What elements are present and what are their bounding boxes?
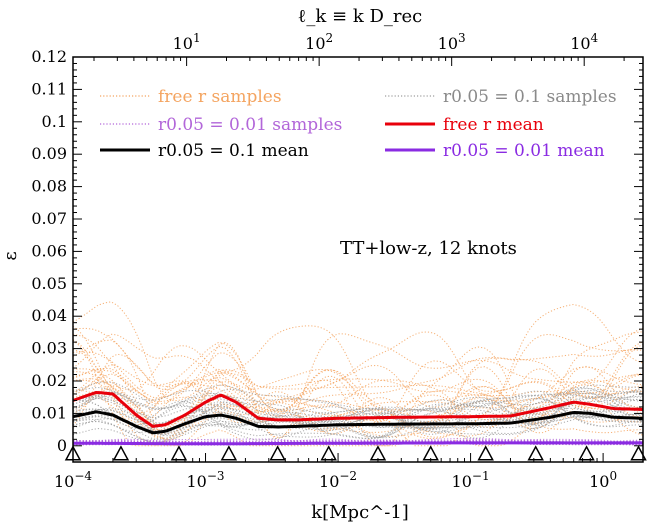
free-r-sample-0 <box>72 379 644 431</box>
r01-sample-13 <box>72 395 643 426</box>
x-axis-title: k[Mpc^-1] <box>311 502 409 523</box>
r01-sample-6 <box>72 407 644 444</box>
plot-frame <box>72 56 644 463</box>
free-r-sample-19 <box>72 385 644 440</box>
knot-marker-6 <box>320 445 337 461</box>
free-r-sample-23 <box>72 348 644 433</box>
legend: free r samples r0.05 = 0.1 samples r0.05 =… <box>100 87 617 161</box>
annotation: TT+low-z, 12 knots <box>340 238 517 259</box>
legend-label-1: free r samples <box>158 87 282 107</box>
r001-sample-3 <box>72 439 644 446</box>
y-tick-label: 0.06 <box>31 241 67 260</box>
y-tick-label: 0.02 <box>31 371 67 390</box>
free-r-sample-20 <box>72 327 644 413</box>
x-tick-label: 10−1 <box>452 469 490 491</box>
r01-sample-12 <box>72 388 644 440</box>
r01-sample-1 <box>72 387 644 434</box>
x-tick-label: 100 <box>589 469 617 491</box>
r01-sample-21 <box>72 394 644 438</box>
x-tick-label: 10−4 <box>54 469 92 491</box>
r01-sample-24 <box>72 391 644 440</box>
free-r-sample-13 <box>72 325 644 436</box>
r01-mean-line <box>72 410 644 435</box>
knot-marker-10 <box>527 445 544 461</box>
r001-mean-line <box>73 441 643 446</box>
top-x-tick-label: 102 <box>305 31 333 53</box>
free-r-sample-14 <box>72 352 644 447</box>
y-tick-label: 0.08 <box>31 177 67 196</box>
r01-sample-22 <box>72 395 644 436</box>
y-tick-label: 0.05 <box>31 274 67 293</box>
y-tick-label: 0.11 <box>31 79 67 98</box>
y-tick-label: 0.07 <box>31 209 67 228</box>
y-tick-label: 0.1 <box>42 112 67 131</box>
free-r-sample-22 <box>72 327 644 446</box>
legend-label-3: r0.05 = 0.01 samples <box>158 115 342 135</box>
knot-marker-2 <box>112 445 130 461</box>
r01-sample-5 <box>72 405 644 430</box>
y-tick-label: 0.09 <box>31 144 67 163</box>
x-tick-label: 10−3 <box>186 469 224 491</box>
mean-curves <box>72 391 644 446</box>
x-tick-label: 10−2 <box>319 469 357 491</box>
y-tick-label: 0.04 <box>31 306 67 325</box>
knot-marker-12 <box>630 445 647 461</box>
y-tick-label: 0.12 <box>31 47 67 66</box>
free-r-sample-2 <box>72 333 644 440</box>
r01-sample-8 <box>72 396 644 443</box>
axis-ticks <box>72 56 644 462</box>
r01-sample-23 <box>72 389 643 439</box>
legend-label-5: r0.05 = 0.1 mean <box>158 141 309 161</box>
free-r-sample-10 <box>72 371 644 438</box>
r001-sample-14 <box>72 439 644 445</box>
knot-marker-9 <box>477 445 494 461</box>
legend-label-4: free r mean <box>443 115 544 135</box>
knot-marker-7 <box>369 445 387 461</box>
knot-marker-3 <box>170 445 188 461</box>
top-x-tick-label: 104 <box>570 31 598 53</box>
free-r-sample-1 <box>72 366 644 428</box>
y-axis-title: ε <box>0 251 21 260</box>
r01-sample-10 <box>72 393 644 429</box>
y-tick-label: 0.03 <box>31 339 67 358</box>
r01-sample-15 <box>72 408 644 429</box>
knot-marker-4 <box>220 445 238 461</box>
top-x-axis-title: ℓ_k ≡ k D_rec <box>298 6 422 27</box>
tick-labels: 0 0.01 0.02 0.03 0.04 0.05 0.06 0.07 0.08 0.09 0.1… <box>31 31 617 491</box>
knot-markers <box>64 445 647 461</box>
top-x-tick-label: 103 <box>438 31 466 53</box>
knot-marker-8 <box>422 445 439 461</box>
legend-label-6: r0.05 = 0.01 mean <box>443 141 605 161</box>
y-tick-label: 0.01 <box>31 403 67 422</box>
y-tick-label: 0 <box>57 436 67 455</box>
free-r-sample-8 <box>72 380 644 428</box>
legend-label-2: r0.05 = 0.1 samples <box>443 87 617 107</box>
free-r-sample-16 <box>72 339 644 447</box>
knot-marker-5 <box>269 445 286 461</box>
top-x-tick-label: 101 <box>173 31 201 53</box>
knot-marker-11 <box>578 445 595 461</box>
free-r-mean-line <box>72 391 644 428</box>
